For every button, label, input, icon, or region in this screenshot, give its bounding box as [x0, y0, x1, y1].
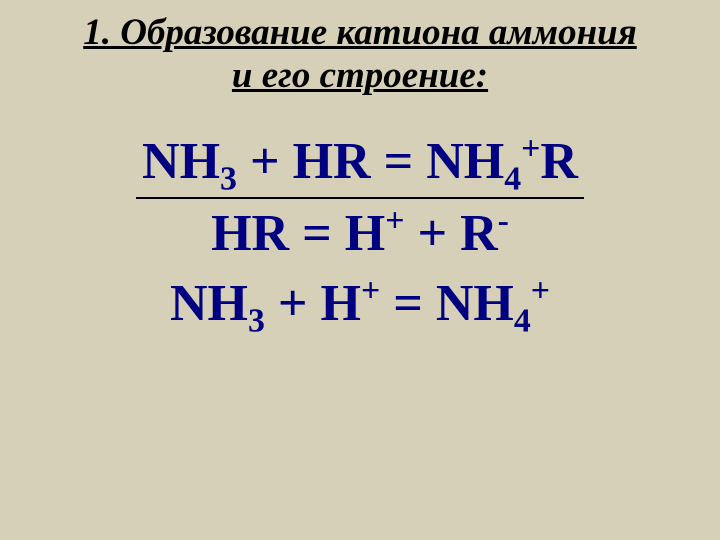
eq1-nh2: NH — [426, 133, 504, 190]
eq1-sub4: 4 — [504, 160, 521, 197]
equations-block: NH3 + HR = NH4+R HR = H+ + R- NH3 + H+ =… — [0, 127, 720, 340]
slide-title: 1. Образование катиона аммония и его стр… — [0, 12, 720, 97]
eq1-supplus: + — [521, 131, 540, 168]
eq3-nh: NH — [170, 275, 248, 332]
title-line-2: и его строение: — [232, 55, 488, 96]
eq3-equals: = — [380, 275, 436, 332]
slide: 1. Образование катиона аммония и его стр… — [0, 0, 720, 540]
equation-2: HR = H+ + R- — [0, 199, 720, 269]
title-line-1: 1. Образование катиона аммония — [83, 12, 637, 53]
eq3-supplus: + — [361, 273, 380, 310]
eq2-supplus: + — [385, 203, 404, 240]
eq3-sub4: 4 — [514, 303, 531, 340]
eq3-supplus2: + — [531, 273, 550, 310]
eq3-hplus: H+ — [321, 275, 381, 332]
eq2-hplus: H+ — [345, 205, 405, 262]
eq2-supminus: - — [498, 203, 509, 240]
eq1-nh: NH — [142, 133, 220, 190]
eq1-sub3: 3 — [220, 160, 237, 197]
eq3-nh4plus: NH4+ — [436, 275, 550, 332]
eq3-plus: + — [265, 275, 321, 332]
equation-3: NH3 + H+ = NH4+ — [0, 269, 720, 339]
eq1-r: R — [540, 133, 578, 190]
eq3-nh2: NH — [436, 275, 514, 332]
eq2-h: H — [345, 205, 385, 262]
eq3-sub3: 3 — [248, 303, 265, 340]
eq2-plusr: + R — [404, 205, 497, 262]
eq3-h: H — [321, 275, 361, 332]
eq1-plus-hr-eq: + HR = — [237, 133, 426, 190]
eq1-nh4r: NH4+R — [426, 133, 578, 190]
equation-1-underline: NH3 + HR = NH4+R — [136, 127, 584, 199]
equation-1: NH3 + HR = NH4+R — [0, 127, 720, 199]
eq2-hr-eq: HR = — [211, 205, 345, 262]
